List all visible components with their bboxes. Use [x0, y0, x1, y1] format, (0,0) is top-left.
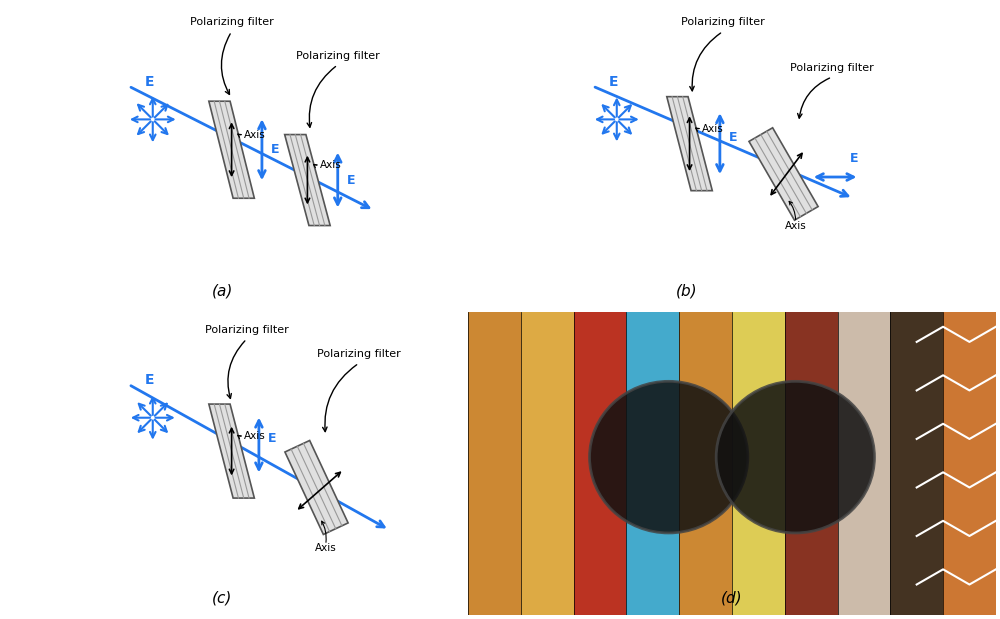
Text: E: E [609, 75, 618, 89]
Text: (c): (c) [212, 591, 233, 606]
Polygon shape [749, 128, 818, 220]
Ellipse shape [590, 381, 748, 533]
Text: E: E [145, 75, 154, 89]
Text: E: E [268, 433, 276, 446]
Bar [574, 311, 626, 615]
Bar [626, 311, 679, 615]
Text: Polarizing filter: Polarizing filter [205, 325, 289, 335]
Text: Axis: Axis [702, 124, 723, 134]
Text: E: E [145, 373, 154, 387]
Bar [943, 311, 996, 615]
Bar [890, 311, 943, 615]
Polygon shape [209, 102, 254, 198]
Text: Polarizing filter: Polarizing filter [190, 17, 273, 27]
Bar [468, 311, 521, 615]
Text: (d): (d) [721, 591, 743, 606]
Text: Axis: Axis [244, 129, 265, 140]
Text: Polarizing filter: Polarizing filter [317, 349, 401, 359]
Text: (b): (b) [676, 284, 697, 298]
Polygon shape [285, 441, 348, 534]
Text: Polarizing filter: Polarizing filter [790, 63, 874, 73]
Bar [785, 311, 838, 615]
Text: E: E [347, 173, 355, 186]
Text: Axis: Axis [244, 431, 265, 441]
Bar [838, 311, 890, 615]
Text: (a): (a) [212, 284, 233, 298]
Bar [679, 311, 732, 615]
Text: Axis: Axis [320, 160, 341, 170]
Text: E: E [729, 131, 737, 144]
Polygon shape [209, 404, 254, 498]
Polygon shape [667, 97, 712, 191]
Text: Polarizing filter: Polarizing filter [681, 17, 765, 27]
Bar [732, 311, 785, 615]
Text: E: E [271, 143, 280, 156]
Polygon shape [285, 134, 330, 225]
Text: Polarizing filter: Polarizing filter [296, 51, 380, 61]
Bar [521, 311, 574, 615]
Ellipse shape [716, 381, 874, 533]
Text: Axis: Axis [785, 220, 807, 230]
Text: E: E [850, 152, 859, 165]
Text: Axis: Axis [315, 543, 336, 553]
